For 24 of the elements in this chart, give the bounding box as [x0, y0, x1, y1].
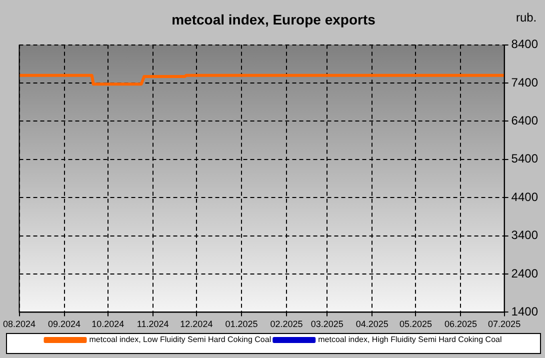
x-tick-label: 05.2025 [399, 319, 432, 330]
chart-title: metcoal index, Europe exports [172, 11, 376, 28]
y-tick-label: 5400 [511, 152, 538, 166]
y-tick-label: 6400 [511, 114, 538, 128]
x-tick-label: 08.2024 [2, 319, 36, 330]
x-tick-label: 10.2024 [92, 319, 124, 330]
x-tick-label: 06.2025 [444, 319, 478, 330]
x-tick-label: 01.2025 [225, 319, 258, 330]
y-tick-label: 8400 [511, 37, 538, 52]
x-tick-label: 02.2025 [270, 319, 303, 330]
x-tick-label: 11.2024 [136, 319, 169, 330]
y-tick-label: 4400 [511, 190, 538, 204]
x-tick-label: 09.2024 [48, 319, 81, 330]
x-tick-label: 07.2025 [488, 319, 521, 330]
x-tick-label: 12.2024 [180, 319, 213, 330]
legend-label: metcoal index, High Fluidity Semi Hard Coking Coal [318, 335, 502, 344]
y-tick-label: 3400 [511, 228, 538, 242]
x-tick-label: 03.2025 [310, 319, 344, 330]
x-tick-label: 04.2025 [356, 319, 388, 330]
y-tick-label: 2400 [511, 266, 538, 280]
legend-label: metcoal index, Low Fluidity Semi Hard Coking Coal [89, 335, 272, 344]
y-tick-label: 1400 [511, 304, 538, 319]
y-tick-label: 7400 [511, 75, 538, 90]
y-axis-title: rub. [516, 10, 537, 24]
